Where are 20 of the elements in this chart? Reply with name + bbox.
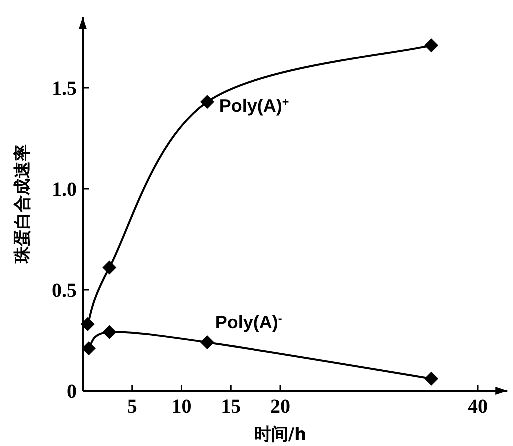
x-tick-label: 40 [468, 396, 488, 418]
x-axis-title: 时间/h [254, 425, 307, 445]
point [200, 95, 214, 110]
point [424, 372, 439, 386]
x-tick-label: 15 [221, 396, 242, 418]
series-label: Poly(A)$^{-}$ [215, 312, 282, 333]
y-tick-label: 0.5 [52, 280, 77, 302]
x-tick-label: 5 [127, 396, 138, 418]
point [424, 38, 439, 53]
x-tick-label: 10 [172, 396, 192, 418]
point [80, 317, 95, 332]
y-tick-label: 1.5 [52, 78, 77, 100]
y-tick-label: 0 [67, 381, 77, 403]
y-axis-title: 珠蛋白合成速率 [13, 144, 33, 265]
point [102, 325, 117, 340]
x-tick-label: 20 [270, 396, 290, 418]
point [102, 260, 117, 275]
y-tick-label: 1.0 [52, 179, 77, 201]
point [200, 336, 214, 350]
series-label: Poly(A)$^{+}$ [219, 96, 290, 116]
